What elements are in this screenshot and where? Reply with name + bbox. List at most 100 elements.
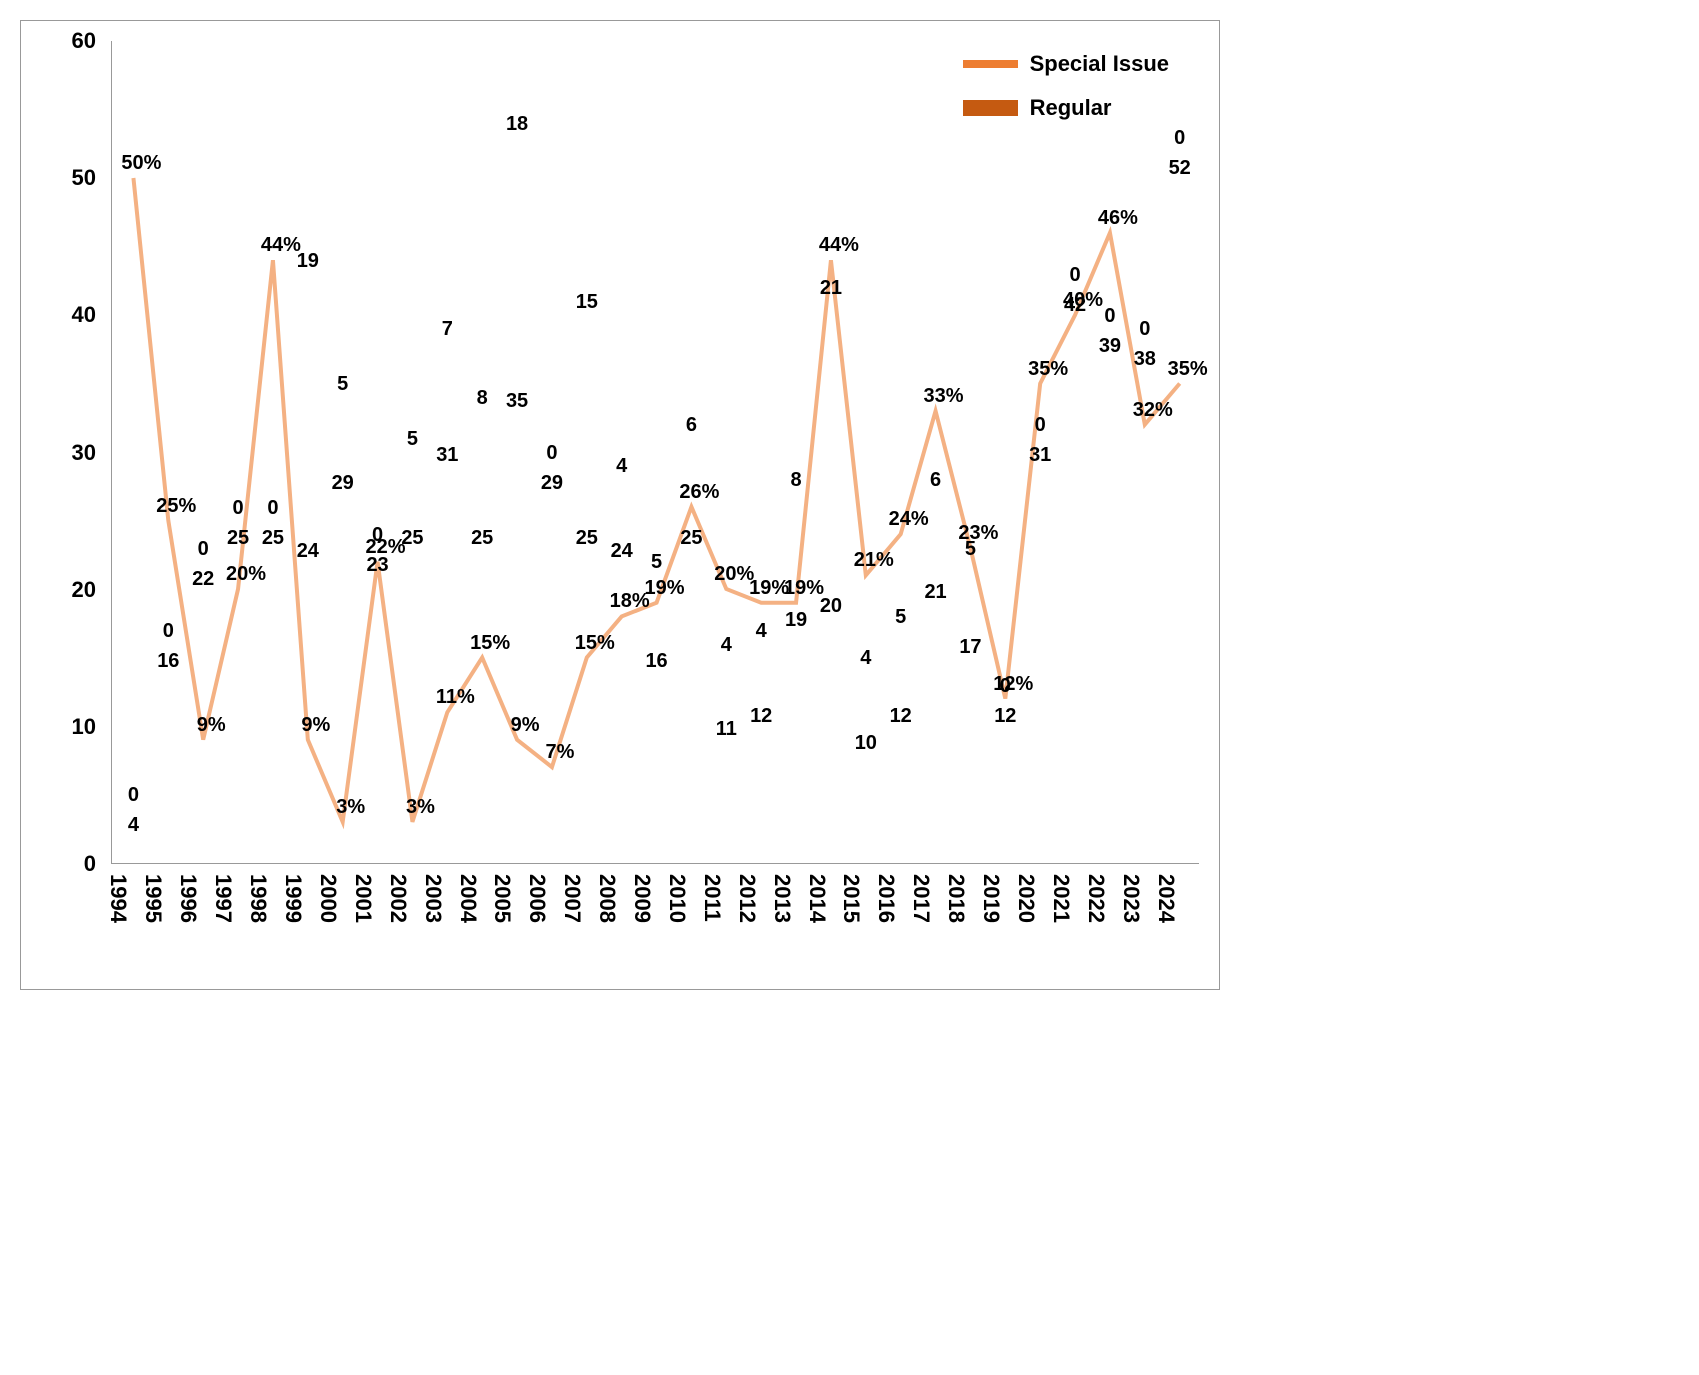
data-label: 39 bbox=[1099, 335, 1121, 358]
data-label: 25% bbox=[156, 495, 196, 518]
data-label: 29 bbox=[332, 472, 354, 495]
data-label: 5 bbox=[407, 428, 418, 451]
data-label: 0 bbox=[546, 442, 557, 465]
data-label: 0 bbox=[267, 497, 278, 520]
data-label: 38 bbox=[1134, 348, 1156, 371]
data-label: 22% bbox=[366, 536, 406, 559]
y-tick: 60 bbox=[72, 28, 96, 54]
data-label: 25 bbox=[401, 527, 423, 550]
data-label: 35% bbox=[1028, 358, 1068, 381]
y-tick: 40 bbox=[72, 302, 96, 328]
legend-swatch-special bbox=[963, 60, 1018, 68]
y-tick: 30 bbox=[72, 440, 96, 466]
data-label: 9% bbox=[511, 714, 540, 737]
plot-area: 4050%16025%2209%25020%25044%24199%2953%2… bbox=[111, 41, 1199, 864]
data-label: 3% bbox=[406, 796, 435, 819]
legend-item-special: Special Issue bbox=[963, 51, 1169, 77]
y-tick: 50 bbox=[72, 165, 96, 191]
data-label: 0 bbox=[1104, 305, 1115, 328]
data-label: 0 bbox=[1174, 127, 1185, 150]
data-label: 4 bbox=[860, 647, 871, 670]
data-label: 0 bbox=[1139, 318, 1150, 341]
data-label: 52 bbox=[1169, 157, 1191, 180]
data-label: 32% bbox=[1133, 399, 1173, 422]
data-label: 20% bbox=[714, 563, 754, 586]
data-label: 35% bbox=[1168, 358, 1208, 381]
labels-layer: 4050%16025%2209%25020%25044%24199%2953%2… bbox=[112, 41, 1199, 863]
data-label: 19 bbox=[785, 609, 807, 632]
data-label: 4 bbox=[721, 634, 732, 657]
data-label: 29 bbox=[541, 472, 563, 495]
data-label: 0 bbox=[1035, 414, 1046, 437]
data-label: 8 bbox=[791, 469, 802, 492]
data-label: 12 bbox=[890, 705, 912, 728]
data-label: 21% bbox=[854, 549, 894, 572]
data-label: 25 bbox=[576, 527, 598, 550]
y-tick: 10 bbox=[72, 714, 96, 740]
x-tick-label: 2024 bbox=[1163, 869, 1195, 979]
y-tick: 0 bbox=[84, 851, 96, 877]
data-label: 42 bbox=[1064, 294, 1086, 317]
data-label: 4 bbox=[128, 814, 139, 837]
data-label: 11 bbox=[716, 718, 737, 741]
data-label: 11% bbox=[436, 686, 475, 709]
data-label: 15% bbox=[470, 632, 510, 655]
legend-swatch-regular bbox=[963, 100, 1018, 116]
data-label: 25 bbox=[471, 527, 493, 550]
data-label: 26% bbox=[679, 481, 719, 504]
data-label: 0 bbox=[372, 524, 383, 547]
data-label: 24 bbox=[611, 540, 633, 563]
data-label: 44% bbox=[261, 234, 301, 257]
data-label: 22 bbox=[192, 568, 214, 591]
data-label: 33% bbox=[924, 385, 964, 408]
data-label: 44% bbox=[819, 234, 859, 257]
y-axis: 0102030405060 bbox=[21, 41, 106, 864]
data-label: 6 bbox=[930, 469, 941, 492]
chart-container: 0102030405060 4050%16025%2209%25020%2504… bbox=[20, 20, 1220, 990]
data-label: 12 bbox=[750, 705, 772, 728]
data-label: 5 bbox=[651, 551, 662, 574]
data-label: 21 bbox=[924, 581, 946, 604]
data-label: 19% bbox=[784, 577, 824, 600]
data-label: 40% bbox=[1063, 289, 1103, 312]
data-label: 46% bbox=[1098, 207, 1138, 230]
data-label: 9% bbox=[197, 714, 226, 737]
data-label: 5 bbox=[337, 373, 348, 396]
data-label: 8 bbox=[477, 387, 488, 410]
data-label: 6 bbox=[686, 414, 697, 437]
data-label: 19 bbox=[297, 250, 319, 273]
data-label: 35 bbox=[506, 390, 528, 413]
data-label: 5 bbox=[895, 606, 906, 629]
data-label: 20 bbox=[820, 595, 842, 618]
data-label: 21 bbox=[820, 277, 842, 300]
data-label: 19% bbox=[645, 577, 685, 600]
legend: Special Issue Regular bbox=[963, 51, 1169, 139]
data-label: 12 bbox=[994, 705, 1016, 728]
data-label: 0 bbox=[1070, 264, 1081, 287]
data-label: 18% bbox=[610, 590, 650, 613]
data-label: 25 bbox=[262, 527, 284, 550]
data-label: 17 bbox=[959, 636, 981, 659]
data-label: 12% bbox=[993, 673, 1033, 696]
data-label: 23 bbox=[366, 554, 388, 577]
data-label: 31 bbox=[436, 444, 458, 467]
y-tick: 20 bbox=[72, 577, 96, 603]
data-label: 15 bbox=[576, 291, 598, 314]
data-label: 23% bbox=[958, 522, 998, 545]
data-label: 19% bbox=[749, 577, 789, 600]
data-label: 20% bbox=[226, 563, 266, 586]
legend-label-special: Special Issue bbox=[1030, 51, 1169, 77]
data-label: 31 bbox=[1029, 444, 1051, 467]
data-label: 18 bbox=[506, 113, 528, 136]
data-label: 15% bbox=[575, 632, 615, 655]
data-label: 16 bbox=[157, 650, 179, 673]
data-label: 0 bbox=[1000, 675, 1011, 698]
data-label: 24 bbox=[297, 540, 319, 563]
data-label: 7 bbox=[442, 318, 453, 341]
data-label: 16 bbox=[645, 650, 667, 673]
data-label: 0 bbox=[233, 497, 244, 520]
data-label: 9% bbox=[301, 714, 330, 737]
data-label: 4 bbox=[616, 455, 627, 478]
data-label: 25 bbox=[227, 527, 249, 550]
data-label: 0 bbox=[128, 784, 139, 807]
